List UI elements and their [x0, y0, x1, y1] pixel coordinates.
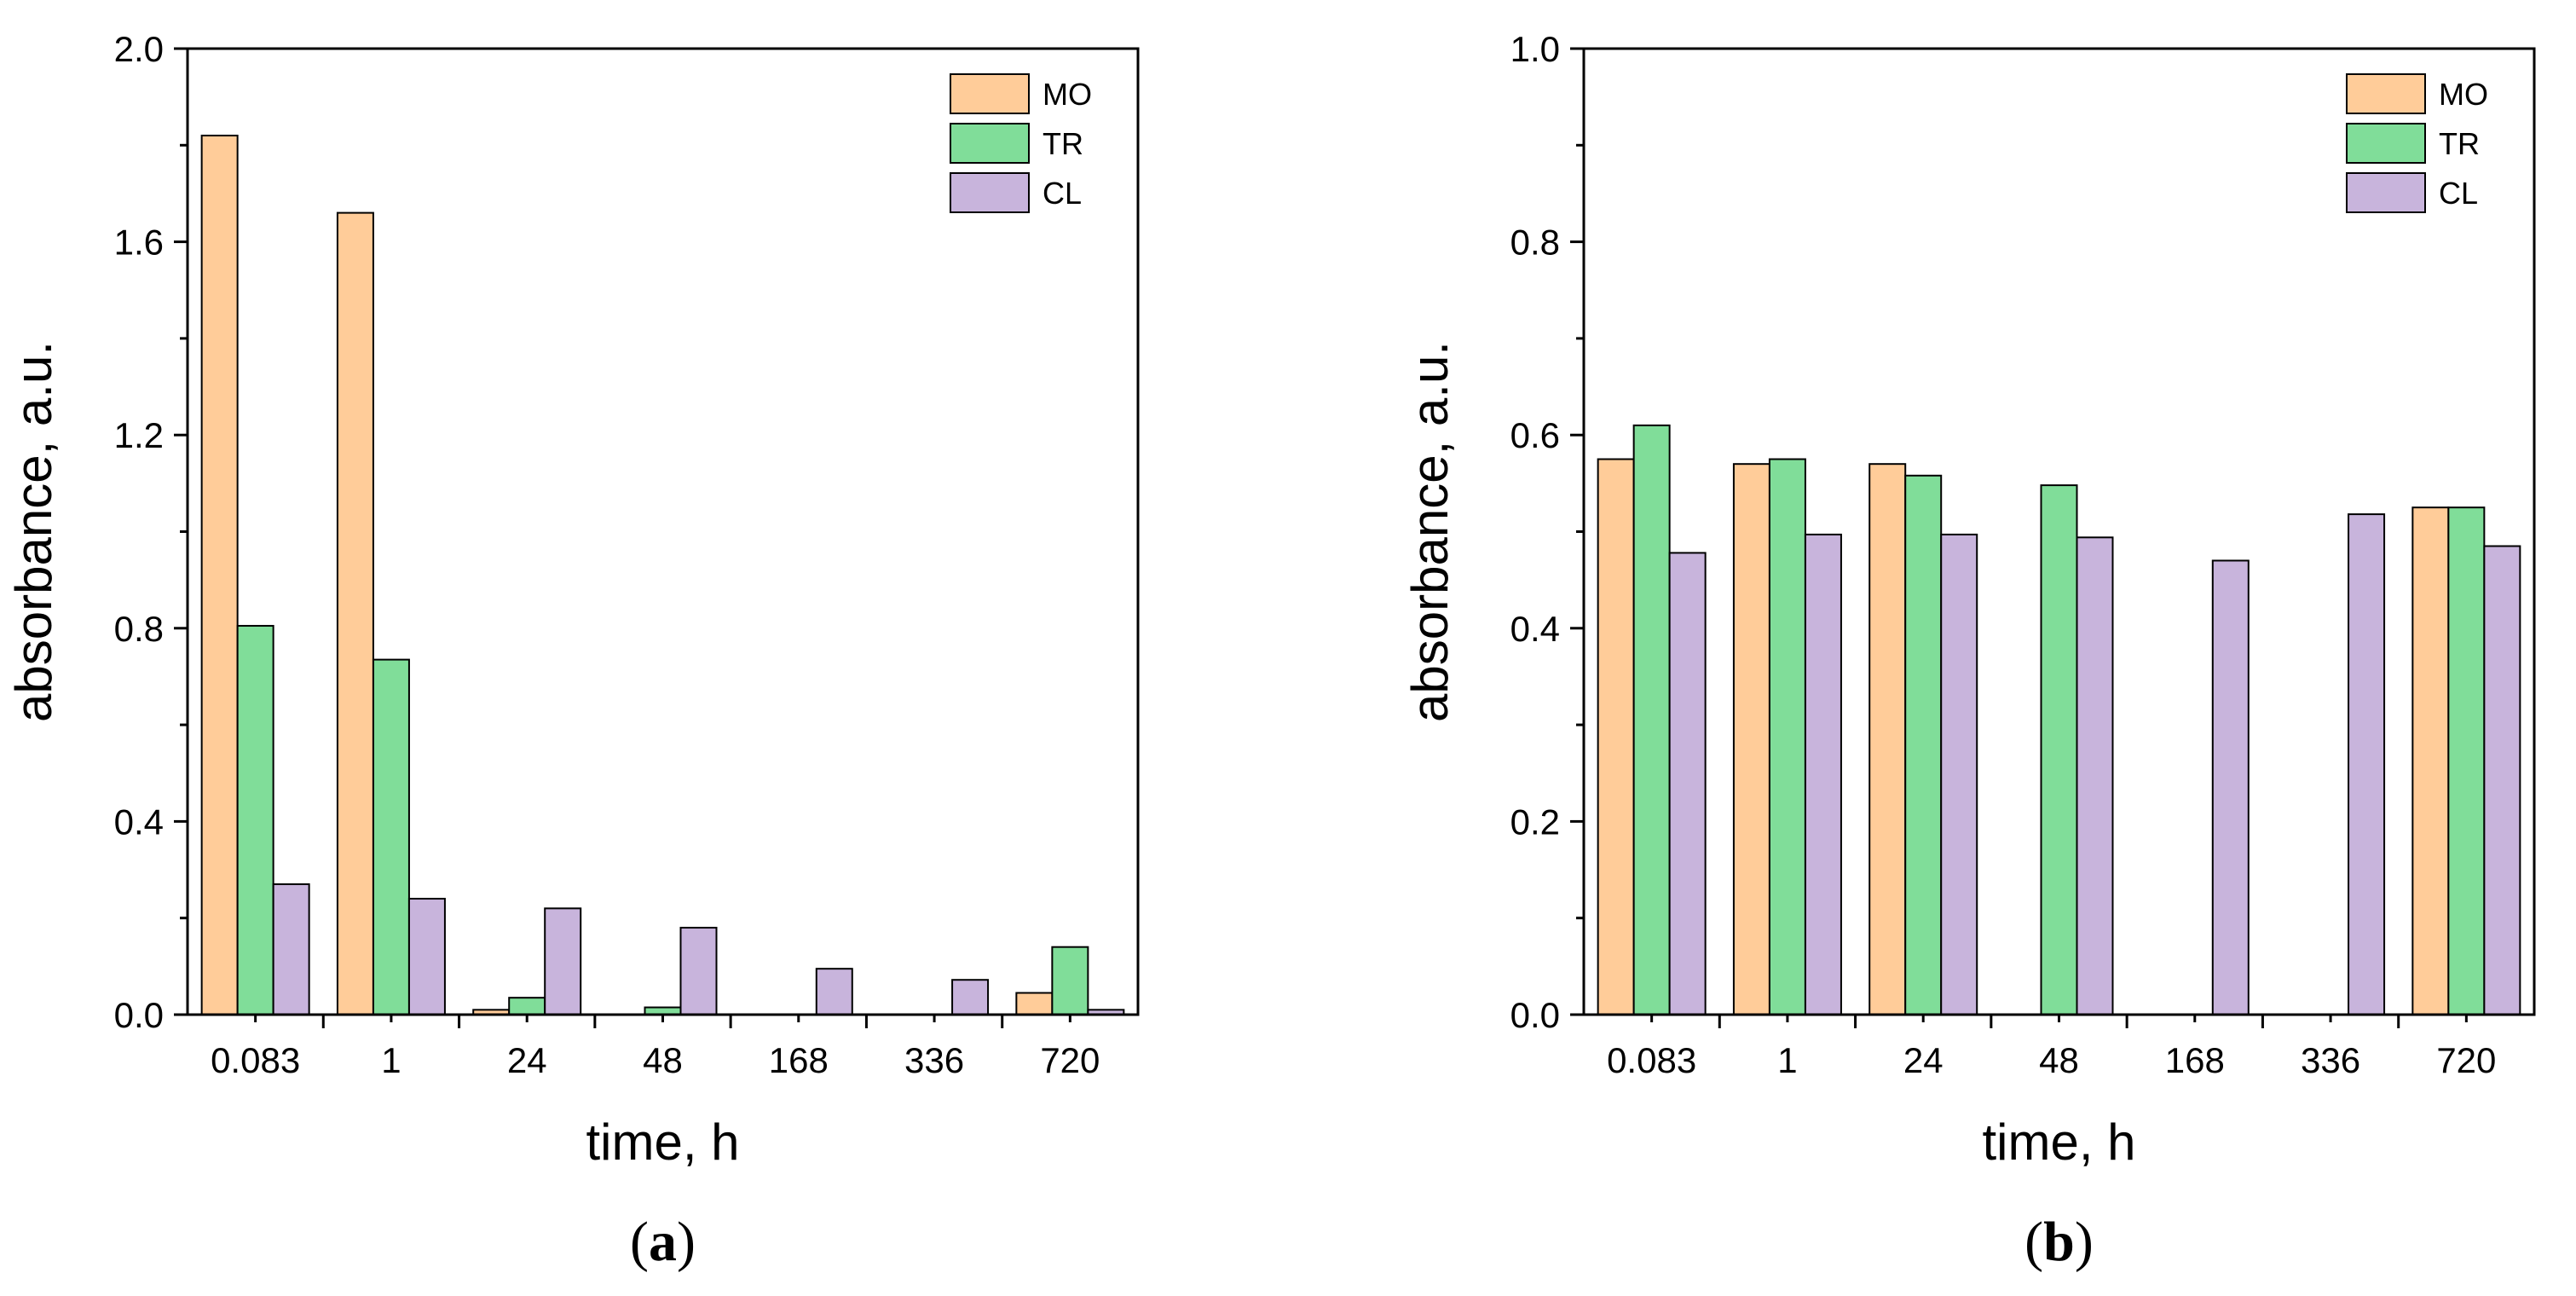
chart-panel-b: 0.0 0.2 0.4 0.6 0.8 1.0 0.083 1 24 48 168 336 720 tim… [1401, 29, 2536, 1273]
y-tick-label: 1.6 [114, 223, 164, 263]
x-tick-label: 336 [904, 1040, 964, 1080]
panel-label: (b) [2024, 1211, 2094, 1273]
x-tick-label: 168 [769, 1040, 829, 1080]
bar-CL-48 [2076, 536, 2114, 1015]
bar-MO-1 [336, 211, 374, 1016]
legend-swatch-TR [950, 123, 1030, 164]
bar-CL-720 [2483, 545, 2521, 1015]
panel-label-close: ) [2075, 1211, 2094, 1273]
bar-TR-0.083 [1632, 424, 1671, 1015]
bar-TR-48 [2040, 484, 2078, 1015]
x-tick-label: 0.083 [211, 1040, 300, 1080]
x-tick-label: 0.083 [1607, 1040, 1696, 1080]
x-tick-label: 1 [1777, 1040, 1797, 1080]
y-tick-label: 0.8 [114, 609, 164, 649]
y-tick-label: 1.2 [114, 415, 164, 455]
panel-label-open: ( [2024, 1211, 2043, 1273]
panel-label-letter: a [649, 1211, 677, 1273]
x-tick-label: 168 [2165, 1040, 2225, 1080]
bar-TR-1 [372, 658, 410, 1015]
legend-label-MO: MO [1043, 77, 1092, 112]
bar-MO-0.083 [200, 134, 239, 1016]
bar-TR-720 [1051, 946, 1089, 1015]
bar-CL-336 [951, 979, 990, 1016]
legend-swatch-CL [950, 172, 1030, 213]
legend-label-MO: MO [2439, 77, 2488, 112]
y-tick-label: 2.0 [114, 29, 164, 69]
bar-TR-720 [2447, 506, 2486, 1015]
bar-CL-24 [544, 907, 582, 1015]
bar-MO-720 [2411, 506, 2450, 1015]
panel-label-close: ) [677, 1211, 696, 1273]
legend-label-TR: TR [1043, 126, 1083, 161]
bar-CL-0.083 [272, 883, 310, 1016]
bar-CL-168 [815, 968, 853, 1015]
bar-TR-1 [1768, 458, 1806, 1015]
legend-swatch-MO [2346, 73, 2426, 114]
chart-panel-a: 0.0 0.4 0.8 1.2 1.6 2.0 0.083 1 24 48 168 336 720 tim… [5, 29, 1140, 1273]
legend-label-TR: TR [2439, 126, 2480, 161]
bar-CL-0.083 [1668, 552, 1707, 1015]
y-tick-label: 1.0 [1510, 29, 1560, 69]
legend-label-CL: CL [1043, 176, 1082, 211]
bar-TR-0.083 [236, 624, 274, 1016]
y-tick-label: 0.4 [1510, 609, 1560, 649]
x-tick-label: 336 [2301, 1040, 2360, 1080]
bar-TR-24 [508, 997, 546, 1015]
panel-label-open: ( [630, 1211, 649, 1273]
x-axis-title: time, h [586, 1114, 739, 1171]
x-tick-label: 1 [381, 1040, 401, 1080]
y-axis-title: absorbance, a.u. [1401, 341, 1458, 722]
legend-swatch-TR [2346, 123, 2426, 164]
legend-swatch-MO [950, 73, 1030, 114]
legend-swatch-CL [2346, 172, 2426, 213]
bar-MO-24 [1868, 463, 1907, 1015]
bar-MO-1 [1732, 463, 1770, 1015]
y-tick-label: 0.0 [114, 995, 164, 1035]
x-tick-label: 48 [643, 1040, 683, 1080]
bar-TR-24 [1904, 474, 1943, 1015]
y-tick-label: 0.8 [1510, 223, 1560, 263]
bar-MO-0.083 [1597, 458, 1635, 1015]
y-axis-title: absorbance, a.u. [5, 341, 62, 722]
bar-CL-1 [407, 898, 446, 1016]
x-tick-label: 24 [507, 1040, 547, 1080]
panel-label-letter: b [2043, 1211, 2075, 1273]
y-tick-label: 0.4 [114, 801, 164, 842]
bar-CL-168 [2211, 559, 2250, 1015]
legend-label-CL: CL [2439, 176, 2478, 211]
x-tick-label: 720 [1040, 1040, 1100, 1080]
bar-CL-48 [679, 927, 718, 1016]
y-tick-label: 0.0 [1510, 995, 1560, 1035]
y-tick-label: 0.2 [1510, 801, 1560, 842]
x-tick-label: 24 [1903, 1040, 1944, 1080]
bar-CL-1 [1804, 533, 1842, 1015]
panel-label: (a) [630, 1211, 696, 1273]
bar-MO-720 [1015, 992, 1054, 1015]
bar-CL-336 [2348, 513, 2386, 1015]
x-axis-title: time, h [1982, 1114, 2135, 1171]
bar-CL-24 [1940, 533, 1978, 1015]
x-tick-label: 48 [2039, 1040, 2079, 1080]
x-tick-label: 720 [2436, 1040, 2496, 1080]
y-tick-label: 0.6 [1510, 415, 1560, 455]
